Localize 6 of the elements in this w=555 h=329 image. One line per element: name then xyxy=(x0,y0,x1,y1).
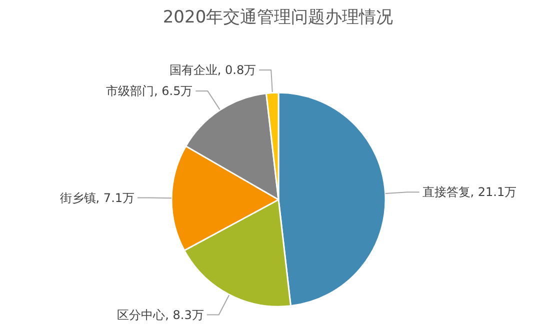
slice-label: 直接答复, 21.1万 xyxy=(422,185,517,200)
slice-label: 区分中心, 8.3万 xyxy=(117,308,204,322)
slice-label: 国有企业, 0.8万 xyxy=(169,62,256,77)
chart-title: 2020年交通管理问题办理情况 xyxy=(162,8,394,28)
slice-label: 市级部门, 6.5万 xyxy=(106,84,193,98)
slice-label: 街乡镇, 7.1万 xyxy=(60,190,135,205)
